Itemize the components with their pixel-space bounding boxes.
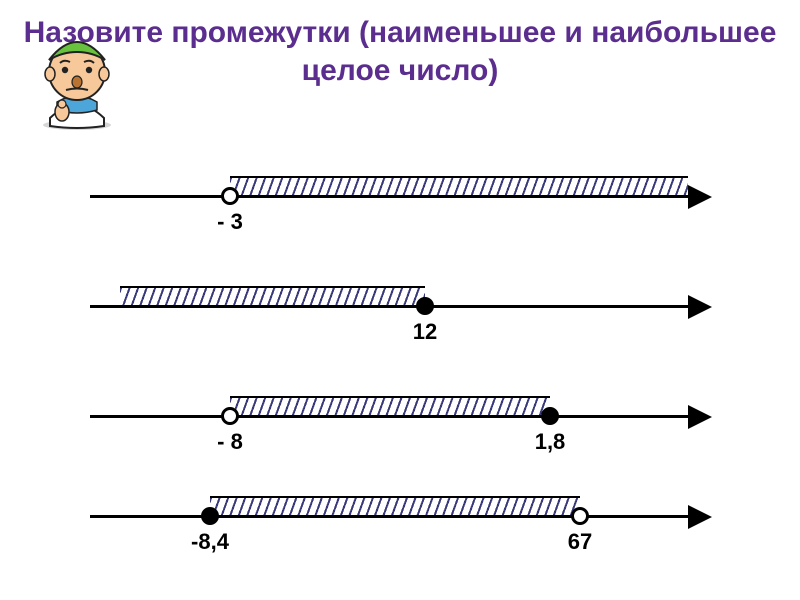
point-label: -8,4	[191, 529, 229, 555]
thinking-character-icon	[32, 30, 122, 130]
point-label: 12	[413, 319, 437, 345]
axis-line	[90, 305, 690, 308]
interval-hatch	[230, 396, 550, 417]
arrowhead-icon	[688, 185, 712, 209]
point-label: 1,8	[535, 429, 566, 455]
axis-line	[90, 415, 690, 418]
point-open	[221, 407, 239, 425]
interval-hatch	[210, 496, 580, 517]
point-open	[221, 187, 239, 205]
point-label: - 8	[217, 429, 243, 455]
point-closed	[416, 297, 434, 315]
axis-line	[90, 515, 690, 518]
interval-hatch	[230, 176, 688, 197]
point-closed	[541, 407, 559, 425]
number-line-3: - 8 1,8	[90, 385, 730, 455]
point-label: - 3	[217, 209, 243, 235]
number-line-1: - 3	[90, 165, 730, 235]
point-closed	[201, 507, 219, 525]
interval-hatch	[120, 286, 425, 307]
number-line-4: -8,4 67	[90, 485, 730, 555]
axis-line	[90, 195, 690, 198]
arrowhead-icon	[688, 295, 712, 319]
arrowhead-icon	[688, 505, 712, 529]
point-open	[571, 507, 589, 525]
number-line-2: 12	[90, 275, 730, 345]
number-lines-container: - 3 12 - 8 1,8 -8,4 67	[90, 165, 730, 595]
point-label: 67	[568, 529, 592, 555]
arrowhead-icon	[688, 405, 712, 429]
title-line-2: (наименьшее и наибольшее целое число)	[302, 16, 777, 87]
